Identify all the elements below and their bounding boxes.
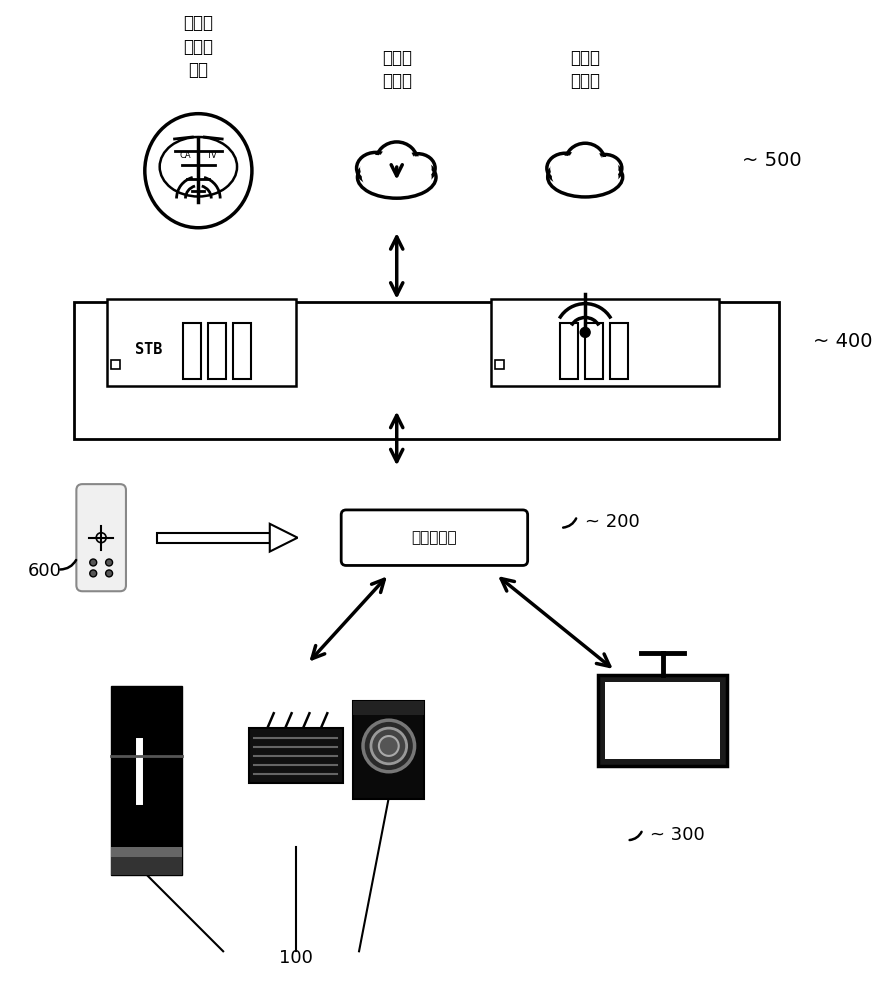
- Bar: [249, 728, 343, 783]
- Bar: [560, 323, 578, 379]
- Bar: [598, 675, 727, 766]
- Ellipse shape: [360, 155, 391, 181]
- FancyBboxPatch shape: [342, 510, 527, 565]
- Ellipse shape: [592, 157, 619, 179]
- Text: CA: CA: [180, 151, 191, 160]
- Bar: [605, 682, 720, 759]
- Bar: [208, 323, 227, 379]
- Bar: [585, 323, 603, 379]
- Ellipse shape: [568, 146, 602, 178]
- Ellipse shape: [357, 152, 395, 184]
- Ellipse shape: [404, 156, 432, 180]
- Circle shape: [371, 728, 406, 764]
- Circle shape: [89, 570, 96, 577]
- Text: TV: TV: [206, 151, 217, 160]
- Polygon shape: [270, 524, 297, 552]
- Text: 600: 600: [27, 562, 62, 580]
- Circle shape: [105, 570, 112, 577]
- Circle shape: [581, 327, 590, 337]
- Ellipse shape: [548, 157, 623, 197]
- Text: 100: 100: [279, 949, 312, 967]
- Text: 互联网
服务器: 互联网 服务器: [381, 49, 412, 90]
- Bar: [183, 323, 202, 379]
- Ellipse shape: [566, 143, 605, 181]
- Bar: [353, 701, 425, 715]
- Ellipse shape: [552, 161, 619, 193]
- Ellipse shape: [358, 156, 436, 198]
- Text: 集中控制器: 集中控制器: [412, 530, 458, 545]
- Ellipse shape: [589, 154, 622, 182]
- Bar: [112, 360, 120, 369]
- Ellipse shape: [550, 156, 581, 181]
- Ellipse shape: [362, 160, 432, 194]
- Circle shape: [105, 559, 112, 566]
- Bar: [495, 360, 504, 369]
- Circle shape: [363, 720, 414, 772]
- Ellipse shape: [547, 153, 583, 183]
- Bar: [74, 302, 779, 439]
- Text: 物联网
服务器: 物联网 服务器: [570, 49, 600, 90]
- Bar: [491, 299, 720, 386]
- Bar: [157, 533, 270, 543]
- Ellipse shape: [400, 154, 435, 182]
- Ellipse shape: [145, 114, 252, 228]
- Text: STB: STB: [135, 342, 162, 357]
- Ellipse shape: [376, 142, 418, 181]
- Bar: [112, 847, 182, 857]
- Circle shape: [379, 736, 399, 756]
- Bar: [112, 686, 182, 875]
- Bar: [610, 323, 627, 379]
- Text: ~ 400: ~ 400: [813, 332, 873, 351]
- Text: ~ 500: ~ 500: [742, 151, 802, 170]
- Text: ~ 200: ~ 200: [585, 513, 640, 531]
- FancyBboxPatch shape: [76, 484, 126, 591]
- Bar: [353, 701, 425, 799]
- Bar: [233, 323, 251, 379]
- Ellipse shape: [380, 145, 414, 178]
- Bar: [112, 857, 182, 875]
- Circle shape: [89, 559, 96, 566]
- Text: ~ 300: ~ 300: [650, 826, 704, 844]
- Bar: [107, 299, 296, 386]
- Text: 电视运
营商服
务器: 电视运 营商服 务器: [183, 14, 213, 79]
